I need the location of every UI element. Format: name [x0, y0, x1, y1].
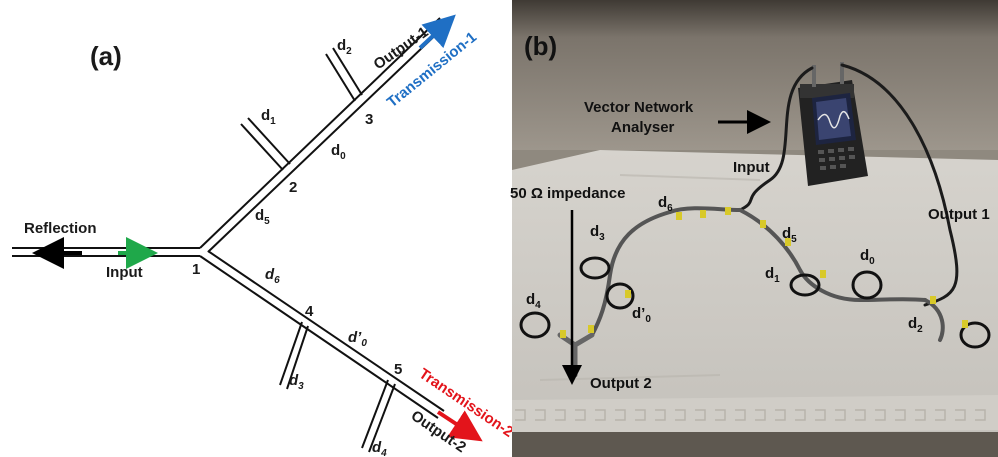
cable-network	[519, 63, 991, 378]
vector-network-analyser-device	[798, 62, 868, 186]
node-3: 3	[365, 111, 373, 128]
output-2-label-b: Output 2	[590, 375, 652, 392]
d5-label-b: d5	[782, 225, 797, 245]
d3-label: d3	[289, 372, 304, 392]
d4-label-b: d4	[526, 291, 541, 311]
panel-b-photo	[512, 0, 998, 457]
d2-label: d2	[337, 37, 352, 57]
d0-prime-label-b: d’0	[632, 305, 651, 325]
connectors	[560, 207, 968, 338]
d0-label: d0	[331, 142, 346, 162]
vna-label-line2: Analyser	[611, 119, 675, 136]
node-5: 5	[394, 361, 402, 378]
d4-label: d4	[372, 439, 387, 457]
node-1: 1	[192, 261, 200, 278]
d6-label-b: d6	[658, 194, 673, 214]
transmission-1-arrow	[418, 14, 456, 50]
transmission-2-arrow	[436, 410, 483, 442]
d2-label-b: d2	[908, 315, 923, 335]
d0-label-b: d0	[860, 247, 875, 267]
vna-label-line1: Vector Network	[584, 99, 694, 116]
impedance-label: 50 Ω impedance	[510, 185, 625, 202]
input-label-b: Input	[733, 159, 770, 176]
reflection-label: Reflection	[24, 220, 97, 237]
node-2: 2	[289, 179, 297, 196]
d3-label-b: d3	[590, 223, 605, 243]
panel-a-label: (a)	[90, 41, 122, 71]
node-4: 4	[305, 303, 314, 320]
d5-label: d5	[255, 207, 270, 227]
panel-a-diagram	[12, 17, 447, 453]
d0-prime-label: d’0	[348, 329, 367, 349]
d6-label: d6	[265, 266, 280, 286]
panel-b-label: (b)	[524, 31, 557, 61]
d1-label-b: d1	[765, 265, 780, 285]
d1-label: d1	[261, 107, 276, 127]
output-1-label-b: Output 1	[928, 206, 990, 223]
input-label: Input	[106, 264, 143, 281]
